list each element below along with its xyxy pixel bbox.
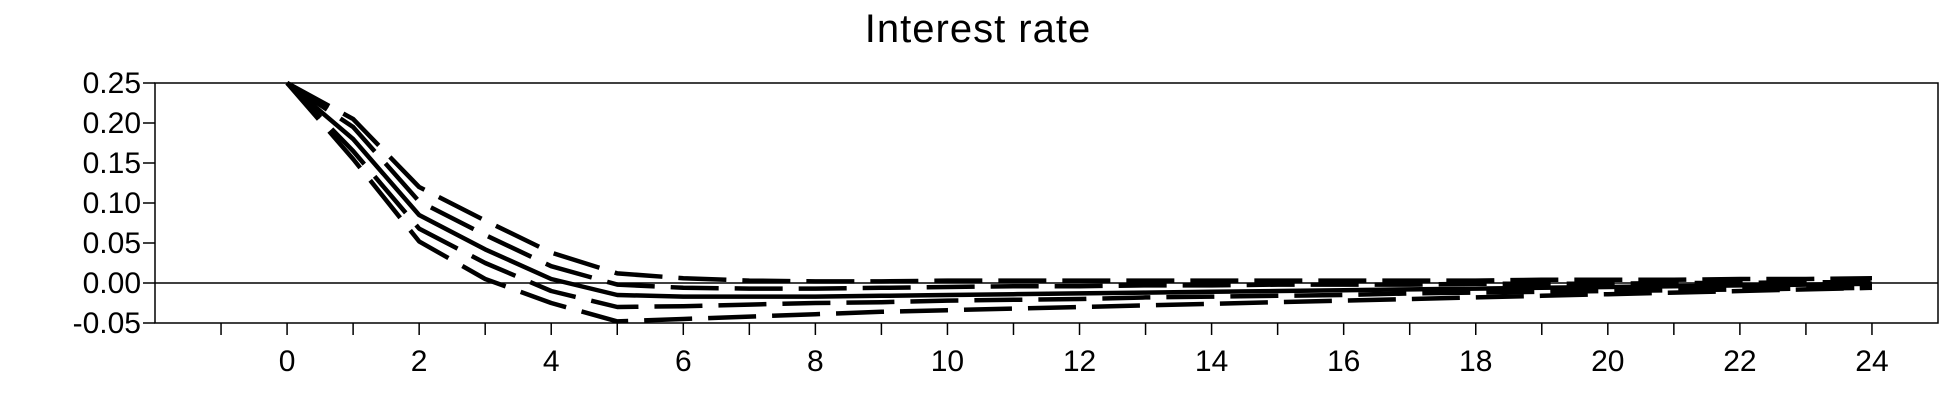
x-tick-label: 2 — [411, 345, 428, 378]
x-tick-label: 16 — [1327, 345, 1360, 378]
x-tick-label: 18 — [1459, 345, 1492, 378]
x-tick-label: 12 — [1063, 345, 1096, 378]
x-tick-label: 0 — [279, 345, 296, 378]
series-line-5 — [285, 81, 1873, 324]
y-tick-label: -0.05 — [73, 307, 141, 340]
y-tick-label: 0.25 — [83, 67, 141, 100]
y-tick-label: 0.15 — [83, 147, 141, 180]
x-tick-label: 4 — [543, 345, 560, 378]
y-tick-label: 0.05 — [83, 227, 141, 260]
series-line-1 — [285, 81, 1873, 299]
x-tick-label: 10 — [931, 345, 964, 378]
series-line-2 — [286, 81, 1873, 284]
series-line-3 — [285, 81, 1872, 291]
series-layer — [285, 81, 1873, 324]
y-tick-label: 0.20 — [83, 107, 141, 140]
y-axis: 0.25 0.20 0.15 0.10 0.05 0.00 -0.05 — [73, 67, 155, 340]
x-axis: 0 2 4 6 8 10 12 14 16 18 20 22 24 — [220, 323, 1889, 378]
x-tick-label: 20 — [1591, 345, 1624, 378]
y-tick-label: 0.00 — [83, 267, 141, 300]
chart-title: Interest rate — [865, 7, 1091, 51]
x-tick-label: 22 — [1723, 345, 1756, 378]
x-tick-label: 14 — [1195, 345, 1228, 378]
y-tick-label: 0.10 — [83, 187, 141, 220]
series-line-4 — [285, 81, 1873, 310]
x-tick-label: 24 — [1855, 345, 1888, 378]
x-tick-label: 8 — [807, 345, 824, 378]
x-tick-label: 6 — [675, 345, 692, 378]
